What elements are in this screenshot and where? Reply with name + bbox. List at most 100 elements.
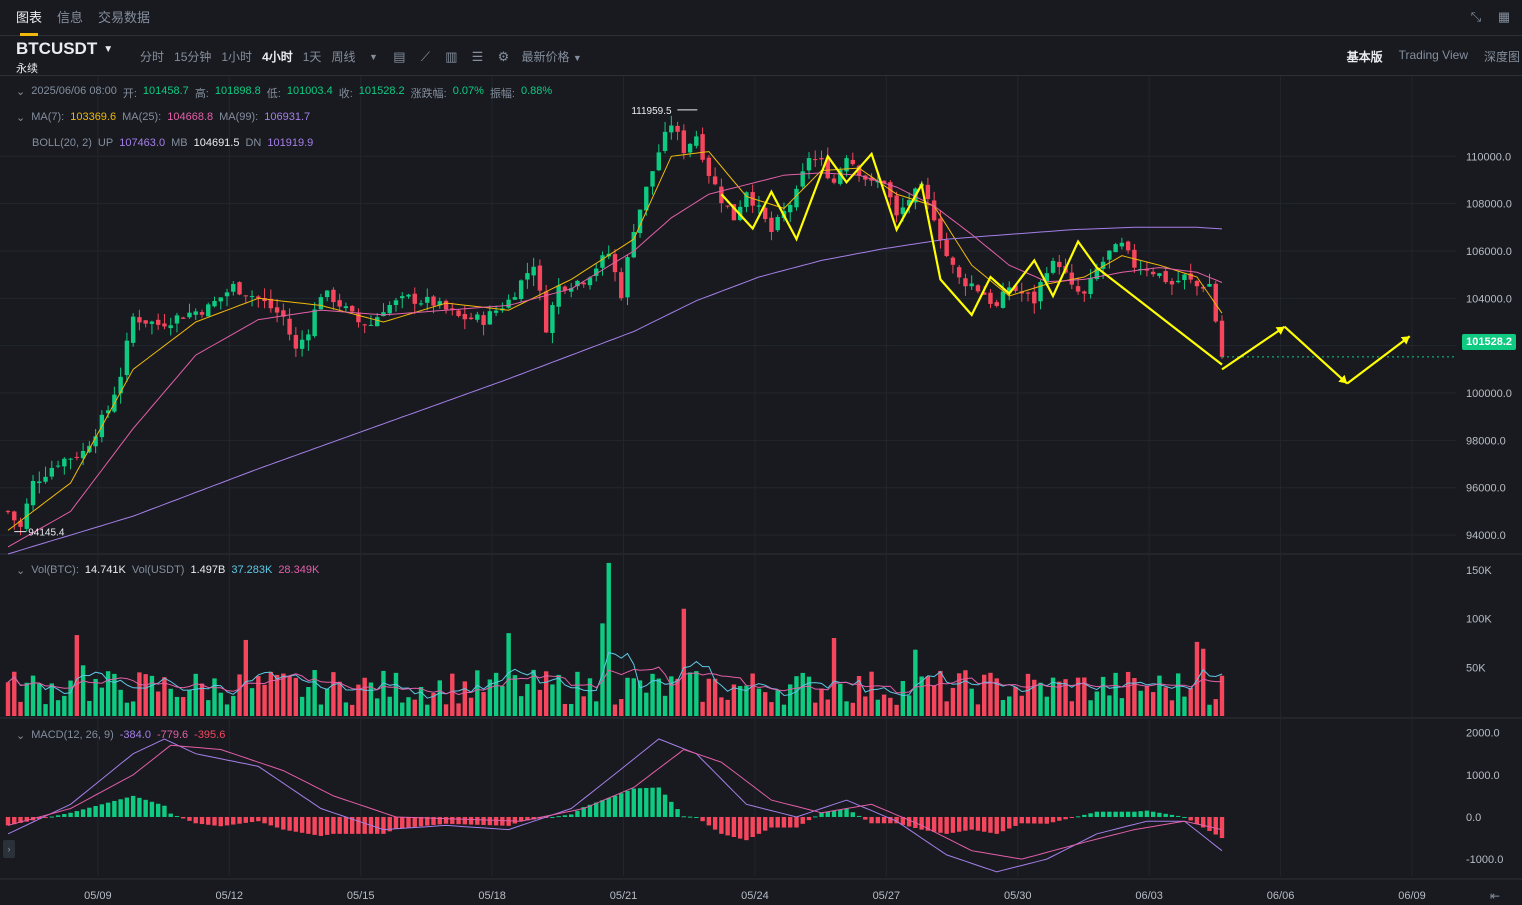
collapse-icon[interactable]: ⤡ [1470,9,1482,24]
volume-bar [287,676,292,716]
macd-histogram-bar [600,800,605,817]
ohlc-legend: ⌄ 2025/06/06 08:00 开: 101458.7 高: 101898.8… [16,85,552,101]
candle-body [944,239,949,257]
volume-bar [431,693,436,716]
symbol-selector[interactable]: BTCUSDT ▼ [16,39,113,59]
volume-bar [443,704,449,716]
settings-icon[interactable]: ⚙ [497,48,510,64]
price-mode-select[interactable]: 最新价格 ▼ [521,48,581,65]
candle-body [1169,281,1175,285]
volume-bar [331,672,336,716]
macd-histogram-bar [1132,811,1137,817]
macd-histogram-bar [656,787,662,817]
volume-bar [938,670,943,716]
candle-body [906,200,912,206]
layout-icon[interactable]: ☰ [471,48,484,64]
candle-body [619,272,624,299]
candle-body [600,255,605,268]
projection-arrowhead [1400,336,1410,345]
volume-bar [368,682,374,716]
ma7-label: MA(7): [31,111,65,123]
volume-bar [80,665,86,716]
interval-time[interactable]: 分时 [140,50,165,64]
volume-bar [788,684,793,716]
macd-histogram-bar [894,816,899,824]
macd-histogram-bar [1150,811,1156,817]
macd-histogram-bar [1057,816,1062,821]
current-price-tag: 101528.2 [1462,334,1516,350]
macd-histogram-bar [756,816,762,834]
macd-histogram-bar [1207,816,1212,832]
candle-body [1088,277,1093,294]
candle-body [456,310,461,316]
chevron-down-icon[interactable]: ⌄ [16,565,26,577]
volume-bar [512,675,518,716]
tab-chart[interactable]: 图表 [16,0,42,36]
volume-bar [831,638,837,716]
candle-body [187,312,192,318]
interval-1h[interactable]: 1小时 [221,50,253,64]
volume-bar [450,673,455,716]
chevron-down-icon[interactable]: ⌄ [16,112,26,124]
candle-type-icon[interactable]: ▥ [445,48,458,64]
chart-canvas[interactable]: 110000.0108000.0106000.0104000.0102000.0… [0,76,1522,905]
indicator-icon[interactable]: ⟋ [420,48,430,64]
macd-histogram-bar [819,812,824,817]
chevron-down-icon[interactable]: ⌄ [16,730,26,742]
interval-4h[interactable]: 4小时 [262,50,293,64]
volume-bar [1188,687,1193,716]
macd-histogram-bar [731,816,737,837]
candle-body [493,310,499,313]
candle-body [831,178,837,183]
boll-legend: BOLL(20, 2) UP 107463.0 MB 104691.5 DN 1019… [32,137,313,149]
more-intervals-icon[interactable]: ▼ [368,51,378,62]
macd-histogram-bar [437,816,442,825]
macd-histogram-bar [568,814,574,817]
macd-histogram-bar [493,816,499,826]
view-basic[interactable]: 基本版 [1346,50,1383,64]
macd-histogram-bar [468,816,474,825]
macd-histogram-bar [393,816,399,829]
time-scale-icon[interactable]: ⇤ [1490,889,1500,903]
price-tick-label: 98000.0 [1466,435,1506,447]
candle-body [475,314,480,320]
macd-histogram-bar [243,816,248,823]
candle-body [644,186,649,211]
volume-bar [143,674,148,716]
tab-info[interactable]: 信息 [57,9,84,25]
macd-histogram-bar [343,816,349,834]
interval-1w[interactable]: 周线 [331,50,356,64]
macd-histogram-bar [462,816,468,825]
volume-bar [900,680,906,716]
candle-body [1182,274,1187,281]
volume-bar [500,686,505,716]
volume-bar [662,695,668,716]
candle-body [594,268,599,276]
expand-sidebar-icon[interactable]: › [3,840,15,858]
candle-body [431,296,436,306]
ma-line-ma25 [7,172,1223,548]
view-tradingview[interactable]: Trading View [1398,48,1468,62]
price-tick-label: 94000.0 [1466,530,1506,542]
candle-body [850,159,855,165]
macd-histogram-bar [612,795,618,817]
volume-bar [950,687,956,716]
chevron-down-icon[interactable]: ⌄ [16,86,26,98]
candle-body [1094,268,1100,280]
tab-trading-data[interactable]: 交易数据 [98,9,151,25]
calendar-icon[interactable]: ▤ [393,48,406,64]
candle-body [1082,291,1087,294]
grid-layout-icon[interactable]: ▦ [1497,9,1511,24]
volume-bar [99,687,105,716]
candle-body [143,320,148,324]
volume-bar [1032,679,1037,716]
volume-bar [74,635,80,716]
macd-histogram-bar [769,816,774,828]
candle-body [243,295,248,297]
interval-1d[interactable]: 1天 [302,50,322,64]
interval-15m[interactable]: 15分钟 [174,50,212,64]
candle-body [62,458,67,467]
macd-histogram-bar [155,803,161,817]
volume-bar [650,673,655,716]
view-depth[interactable]: 深度图 [1483,50,1520,64]
